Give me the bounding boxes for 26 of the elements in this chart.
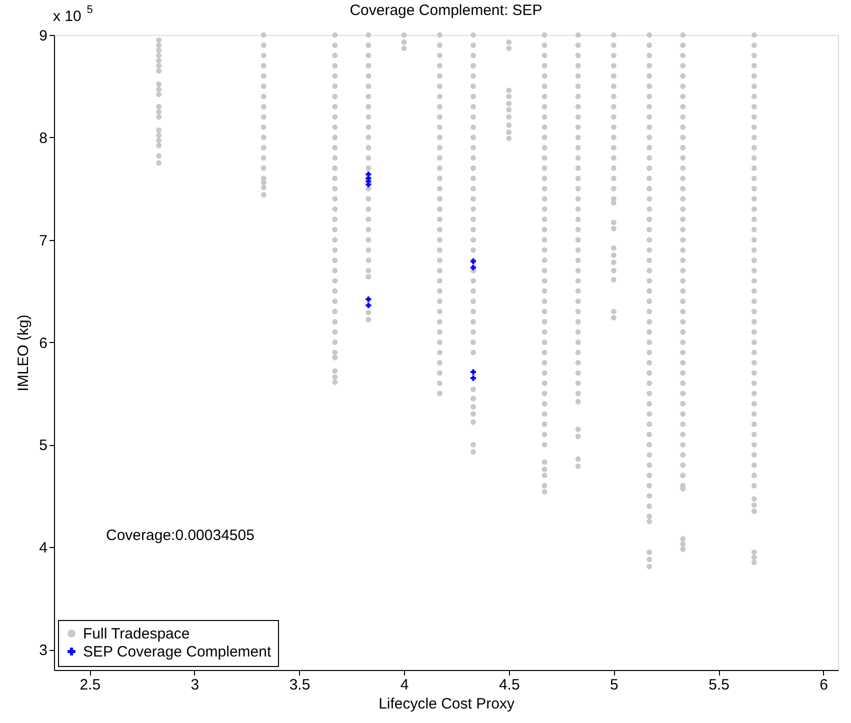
point [470,264,476,270]
legend-label: Full Tradespace [83,626,190,642]
x-tick-label: 5 [610,676,618,694]
x-tick-label: 4 [400,676,409,694]
annotation: Coverage:0.00034505 [106,527,254,544]
x-tick-label: 4.5 [498,676,520,694]
legend-label: SEP Coverage Complement [83,644,272,660]
y-tick-label: 8 [39,130,48,147]
x-tick-label: 5.5 [708,676,730,694]
x-tick-label: 2.5 [80,676,101,694]
y-axis-title: IMLEO (kg) [15,314,32,392]
y-tick-label: 9 [39,28,48,44]
chart-title: Coverage Complement: SEP [350,2,542,19]
x-tick-label: 3 [190,676,200,694]
y-tick-label: 7 [39,232,48,250]
y-tick-label: 6 [39,334,48,352]
point [366,296,372,302]
y-tick-label: 4 [39,540,48,557]
point [470,375,476,381]
x-tick-label: 3.5 [289,676,310,694]
y-tick-label: 5 [39,437,48,454]
point [470,369,476,375]
y-tick-label: 3 [39,642,48,660]
x-tick-label: 6 [820,676,828,694]
point [366,302,372,308]
x-axis-title: Lifecycle Cost Proxy [378,696,515,712]
